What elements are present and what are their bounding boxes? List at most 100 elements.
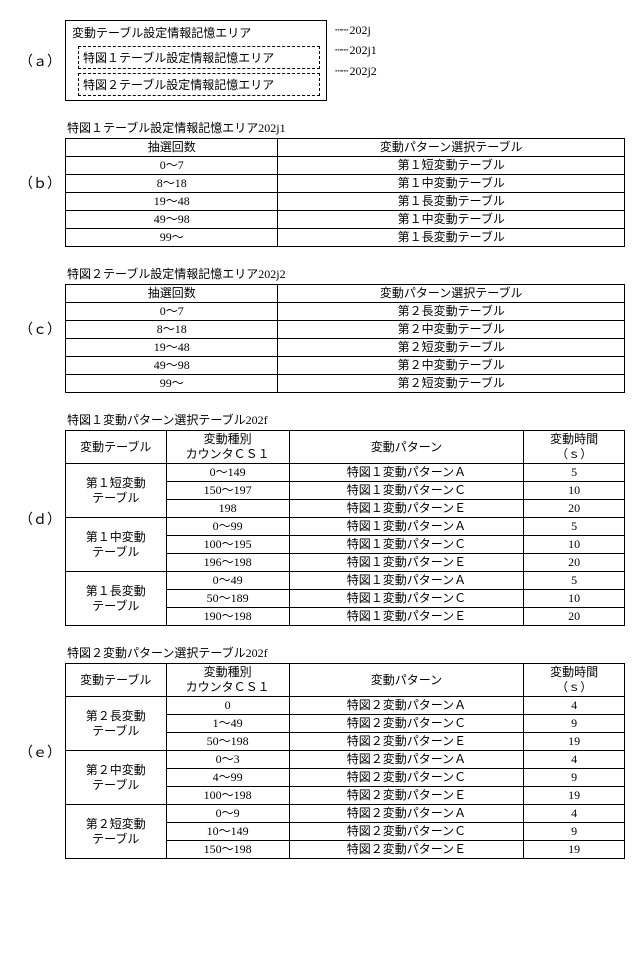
group-name-cell: 第１短変動テーブル [66,464,167,518]
table-cell: 特図１変動パターンＣ [289,590,524,608]
table-cell: 10 [524,536,625,554]
table-cell: 特図２変動パターンＡ [289,751,524,769]
table-cell: 第２短変動テーブル [278,375,625,393]
table-row: 8～18第１中変動テーブル [66,175,625,193]
table-e: 変動テーブル 変動種別カウンタＣＳ１ 変動パターン 変動時間（ｓ） 第２長変動テ… [65,663,625,859]
table-row: 第２長変動テーブル0特図２変動パターンＡ4 [66,697,625,715]
table-cell: 特図１変動パターンＣ [289,482,524,500]
col-header: 変動パターン [289,431,524,464]
table-cell: 5 [524,572,625,590]
table-cell: 第１長変動テーブル [278,229,625,247]
table-cell: 9 [524,715,625,733]
table-cell: 特図１変動パターンＥ [289,554,524,572]
table-cell: 0～149 [166,464,289,482]
col-header: 変動パターン選択テーブル [278,285,625,303]
table-cell: 特図２変動パターンＣ [289,769,524,787]
group-name-cell: 第２長変動テーブル [66,697,167,751]
col-header: 変動テーブル [66,664,167,697]
table-header-row: 抽選回数 変動パターン選択テーブル [66,285,625,303]
table-cell: 9 [524,769,625,787]
table-cell: 第２中変動テーブル [278,321,625,339]
table-cell: 5 [524,518,625,536]
table-row: 第２中変動テーブル0～3特図２変動パターンＡ4 [66,751,625,769]
table-cell: 特図２変動パターンＣ [289,823,524,841]
section-e: （ｅ） 特図２変動パターン選択テーブル202f 変動テーブル 変動種別カウンタＣ… [15,644,625,859]
table-cell: 4 [524,751,625,769]
group-name-cell: 第１中変動テーブル [66,518,167,572]
table-c: 抽選回数 変動パターン選択テーブル 0～7第２長変動テーブル8～18第２中変動テ… [65,284,625,393]
table-cell: 特図２変動パターンＥ [289,841,524,859]
col-header: 抽選回数 [66,139,278,157]
caption-d: 特図１変動パターン選択テーブル202f [67,411,625,428]
table-cell: 0～7 [66,157,278,175]
col-header: 変動種別カウンタＣＳ１ [166,431,289,464]
group-name-cell: 第２短変動テーブル [66,805,167,859]
col-header: 抽選回数 [66,285,278,303]
table-cell: 特図１変動パターンＡ [289,464,524,482]
table-d: 変動テーブル 変動種別カウンタＣＳ１ 変動パターン 変動時間（ｓ） 第１短変動テ… [65,430,625,626]
section-a: （ａ） 変動テーブル設定情報記憶エリア 特図１テーブル設定情報記憶エリア 特図２… [15,20,625,101]
section-c: （ｃ） 特図２テーブル設定情報記憶エリア202j2 抽選回数 変動パターン選択テ… [15,265,625,393]
table-cell: 第１中変動テーブル [278,211,625,229]
table-cell: 150～198 [166,841,289,859]
table-cell: 196～198 [166,554,289,572]
table-cell: 特図２変動パターンＥ [289,787,524,805]
table-cell: 特図１変動パターンＥ [289,608,524,626]
table-cell: 20 [524,608,625,626]
table-cell: 第２短変動テーブル [278,339,625,357]
table-row: 49～98第２中変動テーブル [66,357,625,375]
table-row: 第１長変動テーブル0～49特図１変動パターンＡ5 [66,572,625,590]
section-label-d: （ｄ） [15,509,65,529]
col-header: 変動パターン [289,664,524,697]
col-header: 変動時間（ｓ） [524,664,625,697]
table-cell: 0～9 [166,805,289,823]
table-cell: 特図２変動パターンＡ [289,697,524,715]
col-header: 変動種別カウンタＣＳ１ [166,664,289,697]
section-label-a: （ａ） [15,51,65,71]
ref-sub2: 202j2 [335,61,377,81]
table-cell: 第２中変動テーブル [278,357,625,375]
table-cell: 特図２変動パターンＥ [289,733,524,751]
table-cell: 49～98 [66,211,278,229]
table-row: 19～48第２短変動テーブル [66,339,625,357]
table-cell: 10 [524,482,625,500]
table-cell: 4 [524,697,625,715]
table-row: 0～7第２長変動テーブル [66,303,625,321]
caption-b: 特図１テーブル設定情報記憶エリア202j1 [67,119,625,136]
memory-sub1: 特図１テーブル設定情報記憶エリア [78,46,320,69]
table-cell: 第１中変動テーブル [278,175,625,193]
table-cell: 19～48 [66,339,278,357]
table-cell: 5 [524,464,625,482]
section-label-e: （ｅ） [15,742,65,762]
table-cell: 19～48 [66,193,278,211]
table-cell: 第１短変動テーブル [278,157,625,175]
table-cell: 0 [166,697,289,715]
table-cell: 4～99 [166,769,289,787]
diagram-refs: 202j 202j1 202j2 [335,20,377,81]
table-row: 99～第２短変動テーブル [66,375,625,393]
table-row: 第１短変動テーブル0～149特図１変動パターンＡ5 [66,464,625,482]
table-header-row: 変動テーブル 変動種別カウンタＣＳ１ 変動パターン 変動時間（ｓ） [66,664,625,697]
table-cell: 19 [524,841,625,859]
table-cell: 19 [524,733,625,751]
section-label-b: （ｂ） [15,173,65,193]
table-cell: 8～18 [66,321,278,339]
col-header: 変動テーブル [66,431,167,464]
caption-c: 特図２テーブル設定情報記憶エリア202j2 [67,265,625,282]
section-b: （ｂ） 特図１テーブル設定情報記憶エリア202j1 抽選回数 変動パターン選択テ… [15,119,625,247]
table-cell: 100～195 [166,536,289,554]
table-cell: 198 [166,500,289,518]
table-cell: 8～18 [66,175,278,193]
table-cell: 10～149 [166,823,289,841]
table-cell: 特図２変動パターンＣ [289,715,524,733]
table-header-row: 変動テーブル 変動種別カウンタＣＳ１ 変動パターン 変動時間（ｓ） [66,431,625,464]
table-cell: 9 [524,823,625,841]
diagram-a: 変動テーブル設定情報記憶エリア 特図１テーブル設定情報記憶エリア 特図２テーブル… [65,20,625,101]
table-cell: 20 [524,500,625,518]
table-cell: 100～198 [166,787,289,805]
ref-main: 202j [335,20,377,40]
table-cell: 0～3 [166,751,289,769]
table-cell: 0～99 [166,518,289,536]
col-header: 変動時間（ｓ） [524,431,625,464]
table-header-row: 抽選回数 変動パターン選択テーブル [66,139,625,157]
